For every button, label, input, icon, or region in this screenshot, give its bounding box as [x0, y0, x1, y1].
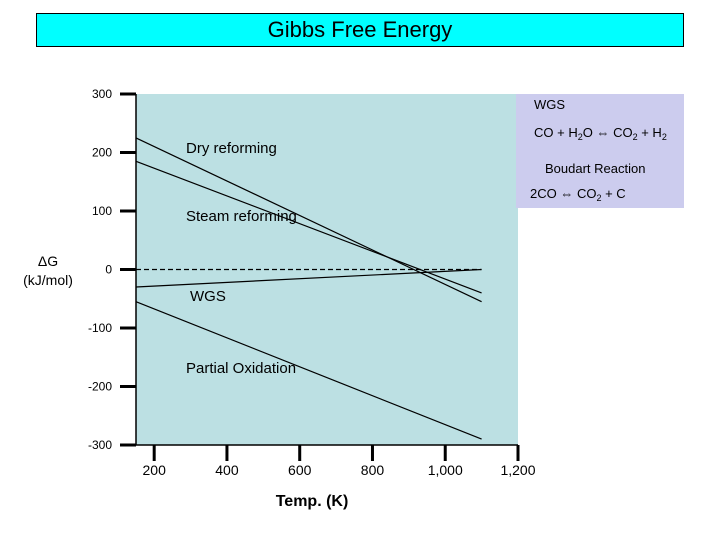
series-line-dry — [135, 137, 482, 303]
equation-text: CO + H — [534, 125, 578, 140]
series-line-steam — [135, 160, 482, 294]
series-line-pox — [135, 301, 482, 440]
y-axis-label-symbol: ΔG — [38, 253, 58, 269]
equation-text: + H — [637, 125, 662, 140]
legend-wgs-title: WGS — [534, 97, 566, 112]
subscript: 2 — [577, 132, 583, 142]
annotation-wgs: WGS — [190, 288, 226, 305]
y-axis-label-unit: (kJ/mol) — [23, 272, 73, 288]
legend-box: WGS CO + H2O ⇔ CO2 + H2 Boudart Reaction… — [516, 94, 684, 208]
x-tick-label: 1,200 — [500, 462, 535, 478]
y-tick-label: 200 — [92, 146, 112, 160]
y-tick-label: -100 — [88, 321, 112, 335]
x-axis-label: Temp. (K) — [276, 493, 349, 510]
equation-text: 2CO ⇔ CO — [530, 186, 597, 201]
x-tick-label: 200 — [143, 462, 167, 478]
y-tick-label: 300 — [92, 87, 112, 101]
y-tick-label: 0 — [105, 263, 112, 277]
y-tick-label: 100 — [92, 204, 112, 218]
annotation-pox: Partial Oxidation — [186, 360, 296, 377]
subscript: 2 — [596, 193, 602, 203]
x-tick-label: 1,000 — [428, 462, 463, 478]
legend-boudart-title: Boudart Reaction — [545, 161, 646, 176]
x-tick-label: 600 — [288, 462, 312, 478]
x-tick-label: 400 — [215, 462, 239, 478]
x-tick-label: 800 — [361, 462, 385, 478]
y-tick-label: -200 — [88, 380, 112, 394]
equation-text: + C — [601, 186, 626, 201]
equation-text: O ⇔ CO — [582, 125, 633, 140]
chart-title: Gibbs Free Energy — [36, 13, 684, 47]
legend-wgs-equation: CO + H2O ⇔ CO2 + H2 — [534, 125, 667, 142]
annotation-dry: Dry reforming — [186, 140, 277, 157]
annotation-steam: Steam reforming — [186, 208, 297, 225]
series-line-wgs — [135, 268, 482, 288]
plot-area — [136, 94, 518, 445]
y-tick-label: -300 — [88, 438, 112, 452]
subscript: 2 — [661, 132, 667, 142]
subscript: 2 — [632, 132, 638, 142]
legend-boudart-equation: 2CO ⇔ CO2 + C — [530, 186, 626, 203]
